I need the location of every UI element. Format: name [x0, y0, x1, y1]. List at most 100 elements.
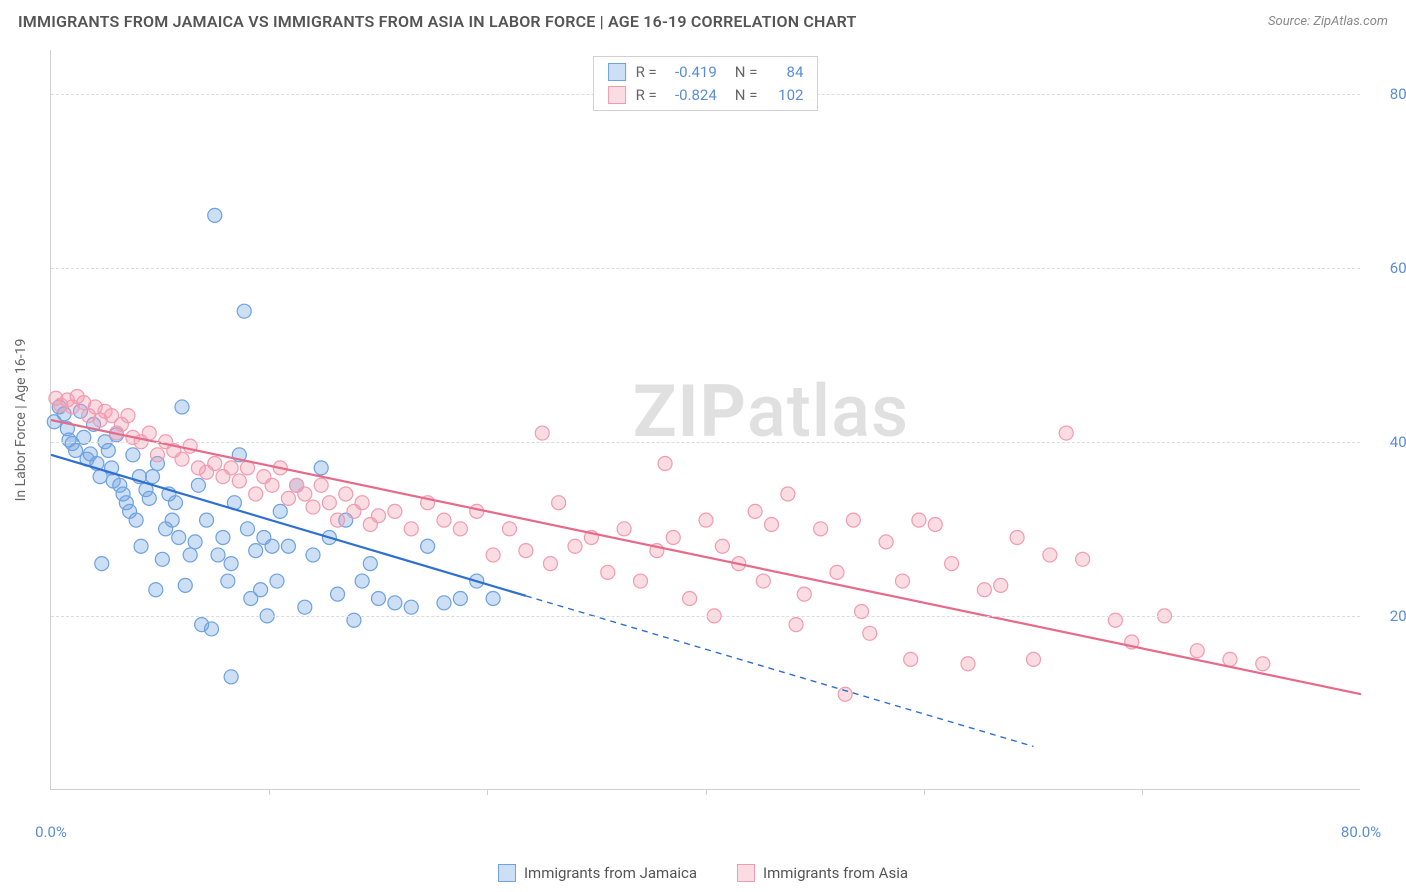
data-point: [830, 565, 844, 579]
data-point: [298, 487, 312, 501]
data-point: [208, 208, 222, 222]
data-point: [331, 513, 345, 527]
data-point: [221, 574, 235, 588]
data-point: [617, 522, 631, 536]
data-point: [224, 557, 238, 571]
data-point: [314, 478, 328, 492]
stats-row: R =-0.824N =102: [608, 84, 804, 107]
data-point: [322, 496, 336, 510]
stats-row: R =-0.419N =84: [608, 61, 804, 84]
data-point: [191, 478, 205, 492]
data-point: [961, 657, 975, 671]
chart-header: IMMIGRANTS FROM JAMAICA VS IMMIGRANTS FR…: [0, 0, 1406, 39]
data-point: [846, 513, 860, 527]
data-point: [216, 531, 230, 545]
data-point: [188, 535, 202, 549]
data-point: [273, 504, 287, 518]
data-point: [470, 504, 484, 518]
data-point: [994, 578, 1008, 592]
data-point: [172, 531, 186, 545]
data-point: [281, 491, 295, 505]
data-point: [896, 574, 910, 588]
r-value: -0.824: [667, 84, 717, 107]
n-label: N =: [735, 61, 758, 84]
data-point: [535, 426, 549, 440]
data-point: [437, 513, 451, 527]
data-point: [912, 513, 926, 527]
data-point: [634, 574, 648, 588]
data-point: [339, 487, 353, 501]
data-point: [543, 557, 557, 571]
x-tick-label: 80.0%: [1341, 823, 1381, 841]
legend-swatch: [737, 864, 755, 882]
scatter-plot-svg: [51, 50, 1360, 789]
legend-label: Immigrants from Asia: [763, 864, 908, 882]
data-point: [879, 535, 893, 549]
data-point: [372, 591, 386, 605]
data-point: [150, 448, 164, 462]
data-point: [797, 587, 811, 601]
data-point: [1256, 657, 1270, 671]
legend-swatch: [498, 864, 516, 882]
data-point: [756, 574, 770, 588]
chart-plot-area: In Labor Force | Age 16-19 ZIPatlas R =-…: [50, 50, 1360, 790]
legend-item: Immigrants from Asia: [737, 864, 908, 882]
data-point: [224, 670, 238, 684]
data-point: [306, 500, 320, 514]
data-point: [165, 513, 179, 527]
data-point: [838, 687, 852, 701]
data-point: [134, 539, 148, 553]
data-point: [568, 539, 582, 553]
gridline-h: [51, 616, 1360, 617]
x-tick: [487, 789, 488, 795]
x-tick: [269, 789, 270, 795]
data-point: [928, 517, 942, 531]
data-point: [281, 539, 295, 553]
data-point: [224, 461, 238, 475]
n-value: 84: [767, 61, 803, 84]
data-point: [155, 552, 169, 566]
data-point: [121, 409, 135, 423]
data-point: [306, 548, 320, 562]
data-point: [814, 522, 828, 536]
data-point: [977, 583, 991, 597]
chart-source: Source: ZipAtlas.com: [1268, 14, 1388, 29]
data-point: [232, 474, 246, 488]
n-value: 102: [767, 84, 803, 107]
data-point: [149, 583, 163, 597]
data-point: [683, 591, 697, 605]
data-point: [1010, 531, 1024, 545]
data-point: [486, 591, 500, 605]
data-point: [486, 548, 500, 562]
data-point: [453, 522, 467, 536]
r-value: -0.419: [667, 61, 717, 84]
chart-title: IMMIGRANTS FROM JAMAICA VS IMMIGRANTS FR…: [18, 12, 857, 31]
data-point: [789, 618, 803, 632]
data-point: [249, 544, 263, 558]
data-point: [715, 539, 729, 553]
data-point: [146, 470, 160, 484]
legend-label: Immigrants from Jamaica: [524, 864, 697, 882]
data-point: [904, 652, 918, 666]
data-point: [265, 539, 279, 553]
data-point: [175, 400, 189, 414]
data-point: [241, 522, 255, 536]
data-point: [404, 522, 418, 536]
data-point: [421, 539, 435, 553]
data-point: [863, 626, 877, 640]
data-point: [183, 548, 197, 562]
data-point: [355, 574, 369, 588]
data-point: [254, 583, 268, 597]
data-point: [1043, 548, 1057, 562]
data-point: [249, 487, 263, 501]
data-point: [658, 457, 672, 471]
data-point: [178, 578, 192, 592]
data-point: [699, 513, 713, 527]
legend-item: Immigrants from Jamaica: [498, 864, 697, 882]
data-point: [601, 565, 615, 579]
r-label: R =: [636, 84, 657, 107]
bottom-legend: Immigrants from Jamaica Immigrants from A…: [0, 864, 1406, 882]
data-point: [168, 496, 182, 510]
data-point: [453, 591, 467, 605]
data-point: [945, 557, 959, 571]
